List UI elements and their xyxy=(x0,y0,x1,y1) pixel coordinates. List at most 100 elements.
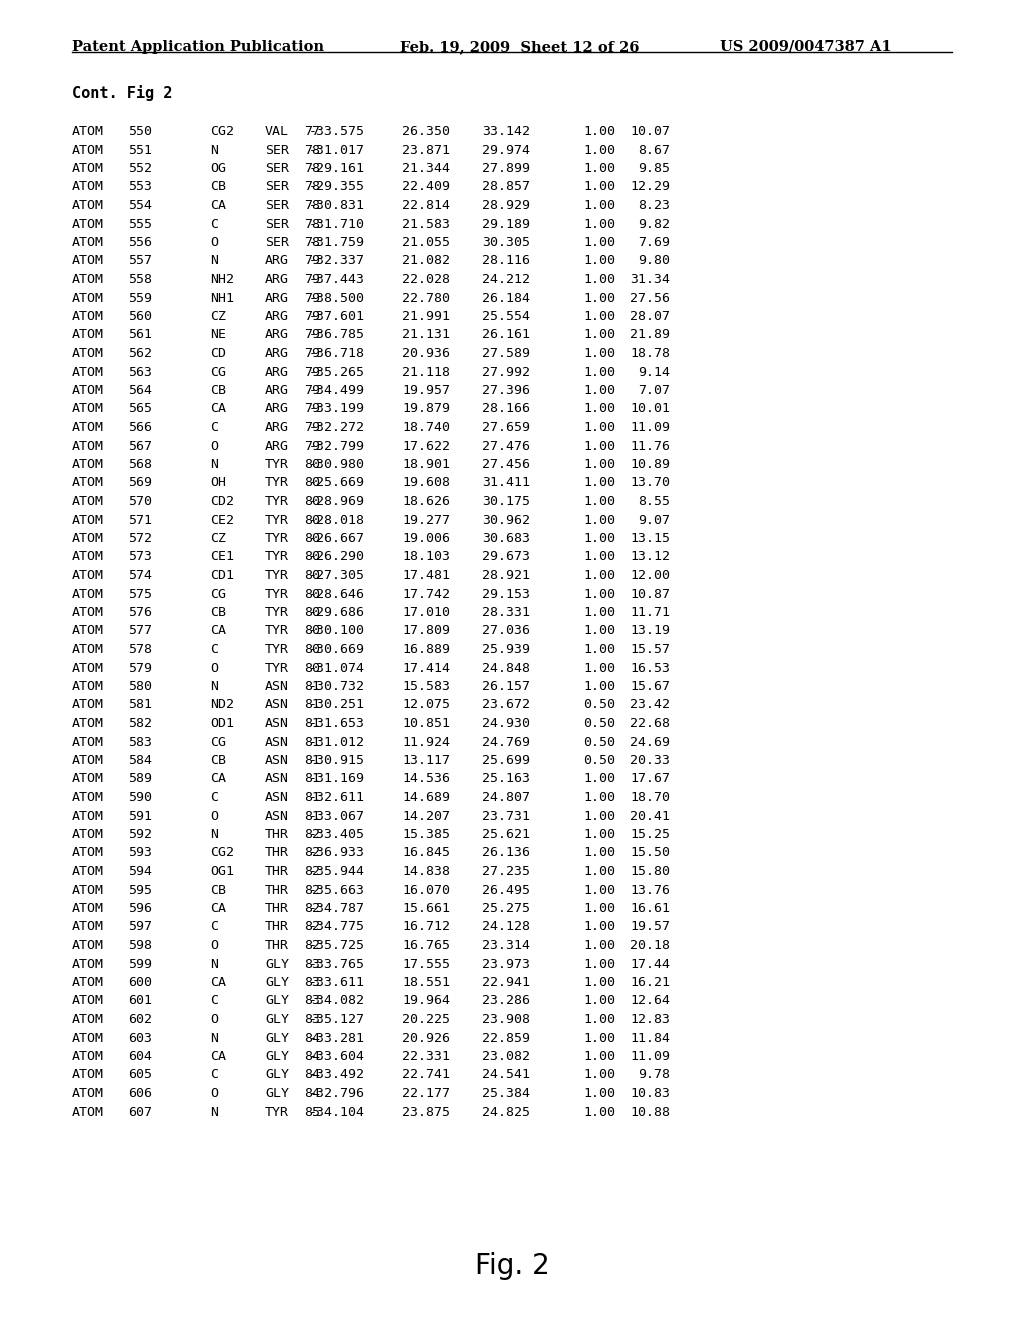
Text: 27.456: 27.456 xyxy=(482,458,530,471)
Text: 13.19: 13.19 xyxy=(630,624,670,638)
Text: -31.169: -31.169 xyxy=(309,772,365,785)
Text: -25.669: -25.669 xyxy=(309,477,365,490)
Text: 79: 79 xyxy=(304,292,319,305)
Text: 20.18: 20.18 xyxy=(630,939,670,952)
Text: 23.871: 23.871 xyxy=(402,144,450,157)
Text: 17.622: 17.622 xyxy=(402,440,450,453)
Text: 82: 82 xyxy=(304,920,319,933)
Text: -30.980: -30.980 xyxy=(309,458,365,471)
Text: -30.100: -30.100 xyxy=(309,624,365,638)
Text: 18.740: 18.740 xyxy=(402,421,450,434)
Text: 81: 81 xyxy=(304,735,319,748)
Text: 83: 83 xyxy=(304,1012,319,1026)
Text: ARG: ARG xyxy=(265,255,289,268)
Text: 13.12: 13.12 xyxy=(630,550,670,564)
Text: 566: 566 xyxy=(128,421,152,434)
Text: ATOM: ATOM xyxy=(72,162,104,176)
Text: ATOM: ATOM xyxy=(72,957,104,970)
Text: -32.272: -32.272 xyxy=(309,421,365,434)
Text: 18.901: 18.901 xyxy=(402,458,450,471)
Text: -37.601: -37.601 xyxy=(309,310,365,323)
Text: ATOM: ATOM xyxy=(72,569,104,582)
Text: 573: 573 xyxy=(128,550,152,564)
Text: 1.00: 1.00 xyxy=(583,606,615,619)
Text: 572: 572 xyxy=(128,532,152,545)
Text: 22.780: 22.780 xyxy=(402,292,450,305)
Text: 10.851: 10.851 xyxy=(402,717,450,730)
Text: 11.09: 11.09 xyxy=(630,421,670,434)
Text: 78: 78 xyxy=(304,236,319,249)
Text: 27.659: 27.659 xyxy=(482,421,530,434)
Text: CE1: CE1 xyxy=(210,550,234,564)
Text: -36.785: -36.785 xyxy=(309,329,365,342)
Text: C: C xyxy=(210,421,218,434)
Text: CE2: CE2 xyxy=(210,513,234,527)
Text: 28.331: 28.331 xyxy=(482,606,530,619)
Text: TYR: TYR xyxy=(265,477,289,490)
Text: 26.157: 26.157 xyxy=(482,680,530,693)
Text: -35.944: -35.944 xyxy=(309,865,365,878)
Text: 596: 596 xyxy=(128,902,152,915)
Text: 79: 79 xyxy=(304,366,319,379)
Text: 22.814: 22.814 xyxy=(402,199,450,213)
Text: ATOM: ATOM xyxy=(72,421,104,434)
Text: -31.017: -31.017 xyxy=(309,144,365,157)
Text: 80: 80 xyxy=(304,513,319,527)
Text: CA: CA xyxy=(210,403,226,416)
Text: 23.973: 23.973 xyxy=(482,957,530,970)
Text: 21.344: 21.344 xyxy=(402,162,450,176)
Text: 7.07: 7.07 xyxy=(638,384,670,397)
Text: -30.831: -30.831 xyxy=(309,199,365,213)
Text: ARG: ARG xyxy=(265,403,289,416)
Text: SER: SER xyxy=(265,236,289,249)
Text: 9.80: 9.80 xyxy=(638,255,670,268)
Text: -32.611: -32.611 xyxy=(309,791,365,804)
Text: 569: 569 xyxy=(128,477,152,490)
Text: 11.84: 11.84 xyxy=(630,1031,670,1044)
Text: C: C xyxy=(210,920,218,933)
Text: 14.689: 14.689 xyxy=(402,791,450,804)
Text: 84: 84 xyxy=(304,1049,319,1063)
Text: 15.67: 15.67 xyxy=(630,680,670,693)
Text: 1.00: 1.00 xyxy=(583,310,615,323)
Text: 81: 81 xyxy=(304,698,319,711)
Text: OG: OG xyxy=(210,162,226,176)
Text: 79: 79 xyxy=(304,255,319,268)
Text: 12.29: 12.29 xyxy=(630,181,670,194)
Text: 1.00: 1.00 xyxy=(583,347,615,360)
Text: Fig. 2: Fig. 2 xyxy=(475,1251,549,1280)
Text: ATOM: ATOM xyxy=(72,698,104,711)
Text: 17.44: 17.44 xyxy=(630,957,670,970)
Text: SER: SER xyxy=(265,144,289,157)
Text: -32.337: -32.337 xyxy=(309,255,365,268)
Text: 1.00: 1.00 xyxy=(583,680,615,693)
Text: ATOM: ATOM xyxy=(72,144,104,157)
Text: ATOM: ATOM xyxy=(72,902,104,915)
Text: 19.006: 19.006 xyxy=(402,532,450,545)
Text: 16.712: 16.712 xyxy=(402,920,450,933)
Text: 14.536: 14.536 xyxy=(402,772,450,785)
Text: 29.189: 29.189 xyxy=(482,218,530,231)
Text: 1.00: 1.00 xyxy=(583,255,615,268)
Text: 1.00: 1.00 xyxy=(583,513,615,527)
Text: GLY: GLY xyxy=(265,957,289,970)
Text: 1.00: 1.00 xyxy=(583,1068,615,1081)
Text: 82: 82 xyxy=(304,902,319,915)
Text: CG: CG xyxy=(210,366,226,379)
Text: -33.575: -33.575 xyxy=(309,125,365,139)
Text: 19.957: 19.957 xyxy=(402,384,450,397)
Text: CG2: CG2 xyxy=(210,125,234,139)
Text: -30.251: -30.251 xyxy=(309,698,365,711)
Text: ASN: ASN xyxy=(265,680,289,693)
Text: 567: 567 xyxy=(128,440,152,453)
Text: 1.00: 1.00 xyxy=(583,292,615,305)
Text: ATOM: ATOM xyxy=(72,754,104,767)
Text: THR: THR xyxy=(265,883,289,896)
Text: -33.067: -33.067 xyxy=(309,809,365,822)
Text: 17.742: 17.742 xyxy=(402,587,450,601)
Text: -33.604: -33.604 xyxy=(309,1049,365,1063)
Text: 577: 577 xyxy=(128,624,152,638)
Text: 16.21: 16.21 xyxy=(630,975,670,989)
Text: O: O xyxy=(210,809,218,822)
Text: 11.924: 11.924 xyxy=(402,735,450,748)
